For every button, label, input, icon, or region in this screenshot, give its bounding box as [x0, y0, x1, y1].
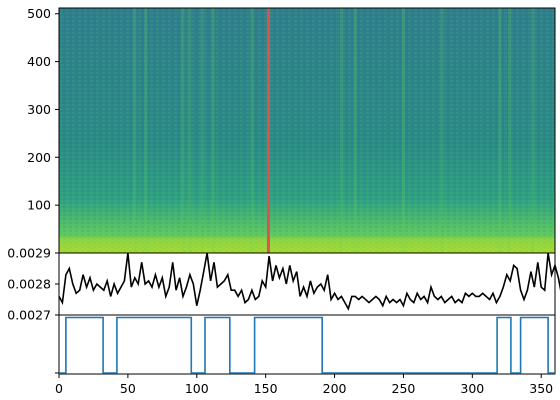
activity-step-line — [59, 316, 555, 374]
spectrogram-y-tick-label: 500 — [27, 6, 51, 21]
energy-y-tick-label: 0.0029 — [7, 246, 51, 261]
x-tick-label: 350 — [529, 381, 553, 396]
energy-line — [58, 252, 560, 311]
spectrogram-y-tick-label: 300 — [27, 102, 51, 117]
spectrogram-y-tick-label: 100 — [27, 198, 51, 213]
energy-y-tick-label: 0.0027 — [7, 308, 51, 323]
spectrogram-y-axis: 100 200 300 400 500 — [27, 6, 59, 213]
spectrogram-bottom-band — [59, 238, 555, 253]
activity-panel: 0 50 100 150 200 250 300 350 — [55, 314, 556, 396]
x-tick-label: 100 — [185, 381, 209, 396]
energy-y-tick-label: 0.0028 — [7, 277, 51, 292]
x-tick-label: 150 — [254, 381, 278, 396]
x-tick-label: 250 — [392, 381, 416, 396]
x-tick-label: 200 — [323, 381, 347, 396]
activity-frame — [58, 314, 556, 375]
spectrogram-texture — [59, 8, 555, 253]
spectrogram-y-tick-label: 400 — [27, 54, 51, 69]
x-axis: 0 50 100 150 200 250 300 350 — [55, 374, 553, 396]
x-tick-label: 300 — [460, 381, 484, 396]
energy-panel: 0.0027 0.0028 0.0029 — [7, 246, 560, 323]
x-tick-label: 0 — [55, 381, 63, 396]
x-tick-label: 50 — [120, 381, 136, 396]
energy-y-axis: 0.0027 0.0028 0.0029 — [7, 246, 59, 323]
spectrogram-y-tick-label: 200 — [27, 150, 51, 165]
energy-frame — [58, 252, 556, 316]
spectrogram-panel: 100 200 300 400 500 — [27, 6, 556, 254]
